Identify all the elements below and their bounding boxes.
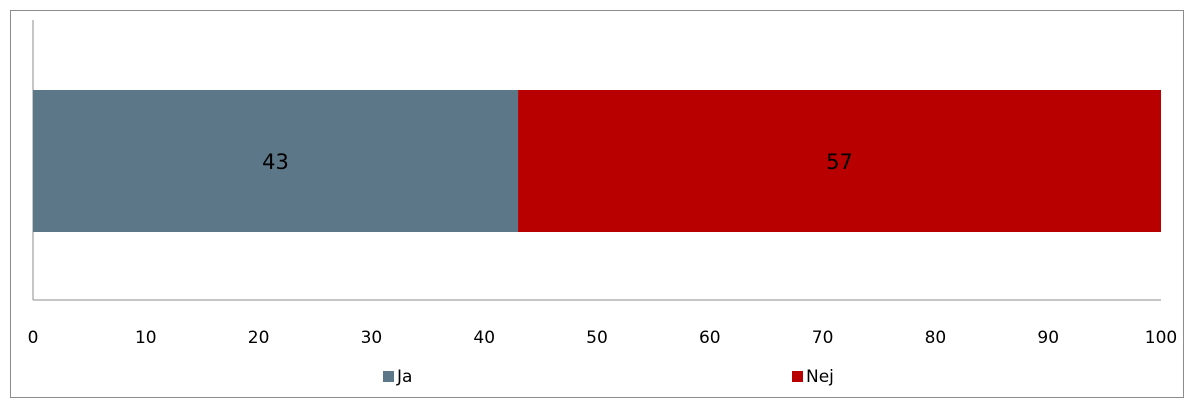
x-tick-label: 10 bbox=[135, 328, 157, 348]
bar-ja bbox=[33, 90, 519, 232]
data-label-group: 43 57 bbox=[262, 150, 853, 174]
x-tick-label: 30 bbox=[361, 328, 383, 348]
bar-group bbox=[33, 90, 1161, 232]
x-tick-label: 70 bbox=[812, 328, 834, 348]
x-tick-label: 100 bbox=[1145, 328, 1177, 348]
legend-label-ja: Ja bbox=[396, 367, 412, 387]
x-tick-label: 90 bbox=[1037, 328, 1059, 348]
legend-label-nej: Nej bbox=[806, 367, 834, 387]
x-tick-label: 0 bbox=[28, 328, 39, 348]
data-label-nej: 57 bbox=[826, 150, 853, 174]
legend-swatch-nej bbox=[792, 371, 803, 382]
legend-swatch-ja bbox=[383, 371, 394, 382]
x-tick-label: 20 bbox=[248, 328, 270, 348]
x-tick-label: 50 bbox=[586, 328, 608, 348]
x-tick-group: 0 10 20 30 40 50 60 70 80 90 100 bbox=[28, 328, 1178, 348]
x-tick-label: 40 bbox=[473, 328, 495, 348]
data-label-ja: 43 bbox=[262, 150, 289, 174]
x-tick-label: 80 bbox=[925, 328, 947, 348]
bar-nej bbox=[518, 90, 1161, 232]
legend: Ja Nej bbox=[383, 367, 834, 387]
x-tick-label: 60 bbox=[699, 328, 721, 348]
